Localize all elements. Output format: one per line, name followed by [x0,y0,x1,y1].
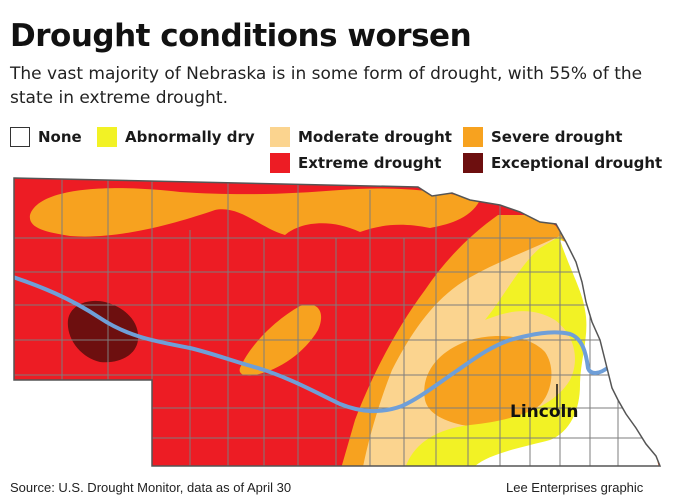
legend-swatch-moderate-drought [270,127,290,147]
legend-label-severe-drought: Severe drought [491,128,623,146]
legend-item-moderate-drought: Moderate drought [270,127,452,147]
legend-label-exceptional-drought: Exceptional drought [491,154,663,172]
nebraska-map [0,172,686,472]
legend-item-severe-drought: Severe drought [463,127,622,147]
legend-item-abnormally-dry: Abnormally dry [97,127,255,147]
zone-exceptional-drought [67,300,139,363]
legend-swatch-none [10,127,30,147]
platte-river [14,274,612,414]
page-title: Drought conditions worsen [10,18,472,54]
zone-severe-island [424,336,552,427]
subtitle: The vast majority of Nebraska is in some… [10,64,643,108]
legend-swatch-abnormally-dry [97,127,117,147]
legend-item-extreme-drought: Extreme drought [270,153,441,173]
city-label-lincoln: Lincoln [510,402,579,422]
legend-label-extreme-drought: Extreme drought [298,154,442,172]
legend-label-moderate-drought: Moderate drought [298,128,452,146]
map-svg [13,177,662,467]
legend-swatch-severe-drought [463,127,483,147]
source-note: Source: U.S. Drought Monitor, data as of… [10,480,292,495]
legend-swatch-exceptional-drought [463,153,483,173]
legend-label-none: None [38,128,82,146]
credit-note: Lee Enterprises graphic [506,480,644,495]
legend-item-exceptional-drought: Exceptional drought [463,153,662,173]
state-outline [13,177,662,467]
zone-severe-north [29,188,481,237]
zone-none [470,240,660,466]
legend-label-abnormally-dry: Abnormally dry [125,128,255,146]
legend-item-none: None [10,127,82,147]
drought-zones [14,178,660,466]
legend-swatch-extreme-drought [270,153,290,173]
